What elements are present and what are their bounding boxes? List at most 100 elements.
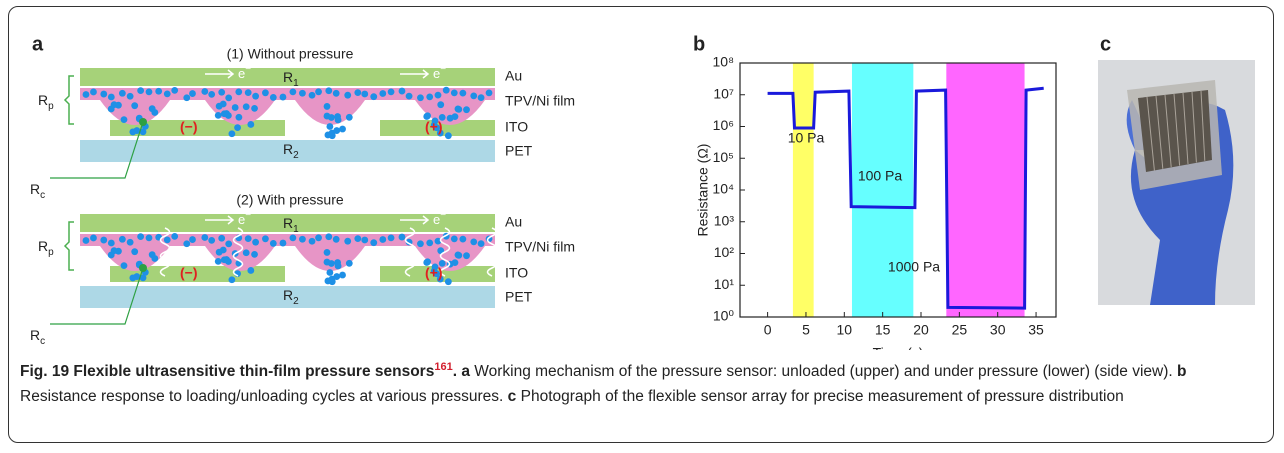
ni-particle	[131, 102, 139, 110]
electron-label-index: −	[245, 64, 251, 75]
ni-particle	[463, 252, 470, 260]
layer-label: ITO	[505, 265, 528, 281]
y-tick-label: 10¹	[714, 276, 735, 292]
part-text: Working mechanism of the pressure sensor…	[474, 363, 1173, 381]
rp-label: Rp	[38, 92, 54, 112]
ni-particle	[423, 113, 431, 120]
ni-particle	[477, 240, 485, 248]
ni-particle	[370, 93, 378, 101]
rc-label-base: R	[30, 327, 40, 343]
ni-particle	[328, 260, 335, 267]
electrode-strip	[1173, 93, 1181, 166]
ni-particle	[244, 89, 252, 97]
ni-particle	[110, 247, 118, 255]
figure-frame	[8, 6, 1274, 443]
r2-label-base: R	[283, 141, 293, 157]
rc-label: Rc	[30, 327, 45, 347]
rp-label-base: R	[38, 238, 48, 254]
caption-title: Fig. 19 Flexible ultrasensitive thin-fil…	[20, 363, 435, 381]
y-tick-label: 10⁸	[713, 54, 735, 70]
diagram-title: (1) Without pressure	[227, 46, 354, 62]
ni-particle	[244, 235, 252, 243]
ni-particle	[405, 92, 413, 100]
ni-particle	[438, 113, 446, 121]
ni-particle	[118, 89, 126, 97]
ni-particle	[208, 91, 216, 98]
ni-particle	[387, 234, 395, 242]
ni-particle	[189, 90, 196, 97]
layer-label: ITO	[505, 119, 528, 135]
ni-particle	[120, 262, 128, 270]
x-tick-label: 10	[837, 322, 853, 338]
electron-label: e−	[433, 64, 446, 82]
electron-label-index: −	[440, 64, 446, 75]
x-tick-label: 0	[764, 322, 772, 338]
ni-particle	[459, 89, 467, 97]
layer-label: TPV/Ni film	[505, 239, 575, 255]
ni-particle	[463, 106, 470, 114]
ni-particle	[225, 94, 233, 102]
ni-particle	[228, 276, 236, 284]
polarity: (+)	[425, 265, 443, 281]
ni-particle	[279, 239, 287, 247]
ni-particle	[214, 111, 222, 119]
x-tick-label: 20	[913, 322, 929, 338]
ni-particle	[201, 88, 209, 95]
ni-particle	[201, 234, 209, 241]
ni-particle	[242, 249, 250, 257]
ni-particle	[417, 240, 424, 248]
rp-bracket	[63, 221, 74, 271]
y-axis-label: Resistance (Ω)	[695, 144, 711, 237]
ni-particle	[379, 236, 387, 243]
ni-particle	[235, 88, 243, 96]
ni-particle	[90, 88, 97, 96]
r2-label: R2	[283, 287, 299, 307]
electron-label: e−	[238, 64, 251, 82]
ni-particle	[214, 257, 222, 265]
rp-bracket	[63, 75, 74, 125]
electron-arrow	[205, 215, 235, 225]
ni-particle	[120, 116, 128, 124]
part-label: c	[507, 388, 517, 406]
ni-particle	[328, 132, 336, 140]
ni-particle	[228, 130, 236, 138]
ni-particle	[220, 110, 228, 118]
x-tick-label: 25	[952, 322, 968, 338]
rc-label-index: c	[40, 336, 45, 347]
ni-particle	[437, 247, 445, 255]
reference[interactable]: 161	[434, 361, 453, 373]
ni-particle	[252, 92, 260, 100]
ni-particle	[334, 259, 342, 266]
ni-particle	[139, 274, 147, 282]
diagram-title: (2) With pressure	[236, 192, 344, 208]
ni-particle	[436, 275, 444, 283]
ni-particle	[444, 278, 452, 286]
ni-particle	[252, 238, 260, 246]
panel-label: a	[32, 33, 44, 55]
ni-particle	[269, 240, 277, 247]
ni-particle	[328, 114, 335, 121]
ni-particle	[133, 127, 141, 134]
pet-layer	[80, 140, 495, 162]
ni-particle	[251, 250, 258, 258]
ni-particle	[189, 236, 196, 243]
ni-particle	[438, 259, 446, 267]
ni-particle	[339, 271, 346, 279]
y-tick-label: 10⁵	[713, 149, 734, 165]
conduction-path	[232, 227, 244, 277]
ni-particle	[148, 105, 156, 113]
resistance-line	[767, 86, 1044, 310]
ni-particle	[247, 267, 255, 274]
rp-label-index: p	[48, 101, 54, 112]
ni-particle	[315, 234, 322, 242]
rp-label-index: p	[48, 247, 54, 258]
ni-particle	[426, 239, 434, 247]
ni-particle	[451, 259, 459, 267]
electrode-strip	[1146, 96, 1155, 171]
ni-particle	[299, 89, 306, 97]
ni-particle	[100, 236, 108, 244]
ni-particle	[126, 92, 134, 100]
ni-particle	[325, 87, 333, 95]
